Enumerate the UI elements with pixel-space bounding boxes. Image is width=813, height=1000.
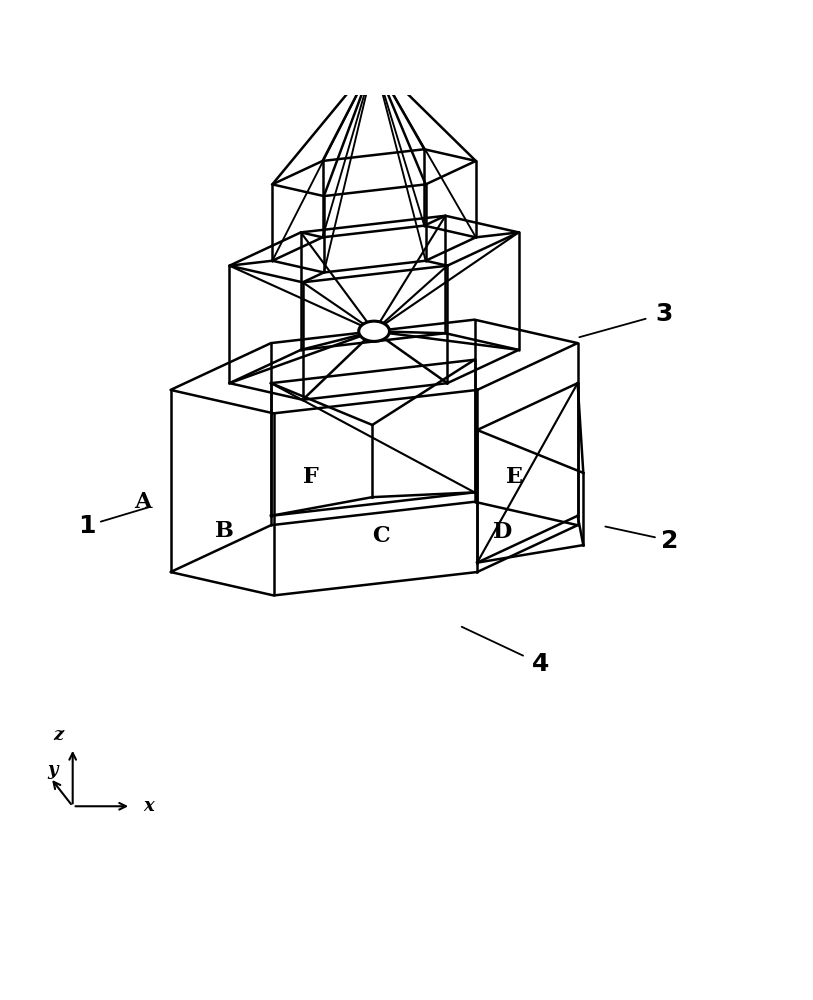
Text: A: A [134, 491, 152, 513]
Text: 2: 2 [661, 529, 679, 553]
Text: 4: 4 [532, 652, 549, 676]
Ellipse shape [357, 13, 391, 68]
Text: E: E [506, 466, 523, 488]
Text: B: B [215, 520, 233, 542]
Text: y: y [47, 761, 58, 779]
Text: 3: 3 [655, 302, 673, 326]
Text: F: F [303, 466, 319, 488]
Text: C: C [372, 525, 389, 547]
Text: z: z [53, 726, 63, 744]
Ellipse shape [359, 321, 389, 341]
Text: x: x [143, 797, 154, 815]
Text: 1: 1 [78, 514, 95, 538]
Text: D: D [493, 521, 511, 543]
